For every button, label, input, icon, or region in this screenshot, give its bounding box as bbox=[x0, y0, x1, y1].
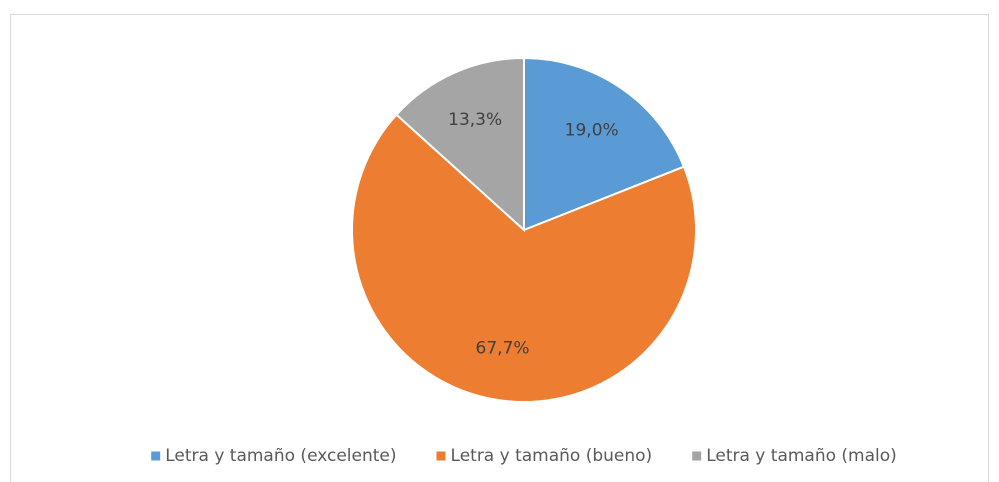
data-label: 19,0% bbox=[565, 120, 619, 140]
legend-swatch bbox=[436, 451, 446, 461]
chart-border bbox=[10, 14, 989, 482]
pie-slice bbox=[395, 56, 525, 233]
legend-swatch bbox=[692, 451, 702, 461]
data-label: 13,3% bbox=[448, 110, 502, 130]
pie-slice bbox=[523, 56, 686, 232]
legend-label: Letra y tamaño (malo) bbox=[706, 446, 897, 466]
pie-slice bbox=[351, 113, 697, 403]
legend-swatch bbox=[151, 451, 161, 461]
legend-label: Letra y tamaño (excelente) bbox=[165, 446, 396, 466]
legend-label: Letra y tamaño (bueno) bbox=[451, 446, 653, 466]
data-label: 67,7% bbox=[476, 338, 530, 358]
